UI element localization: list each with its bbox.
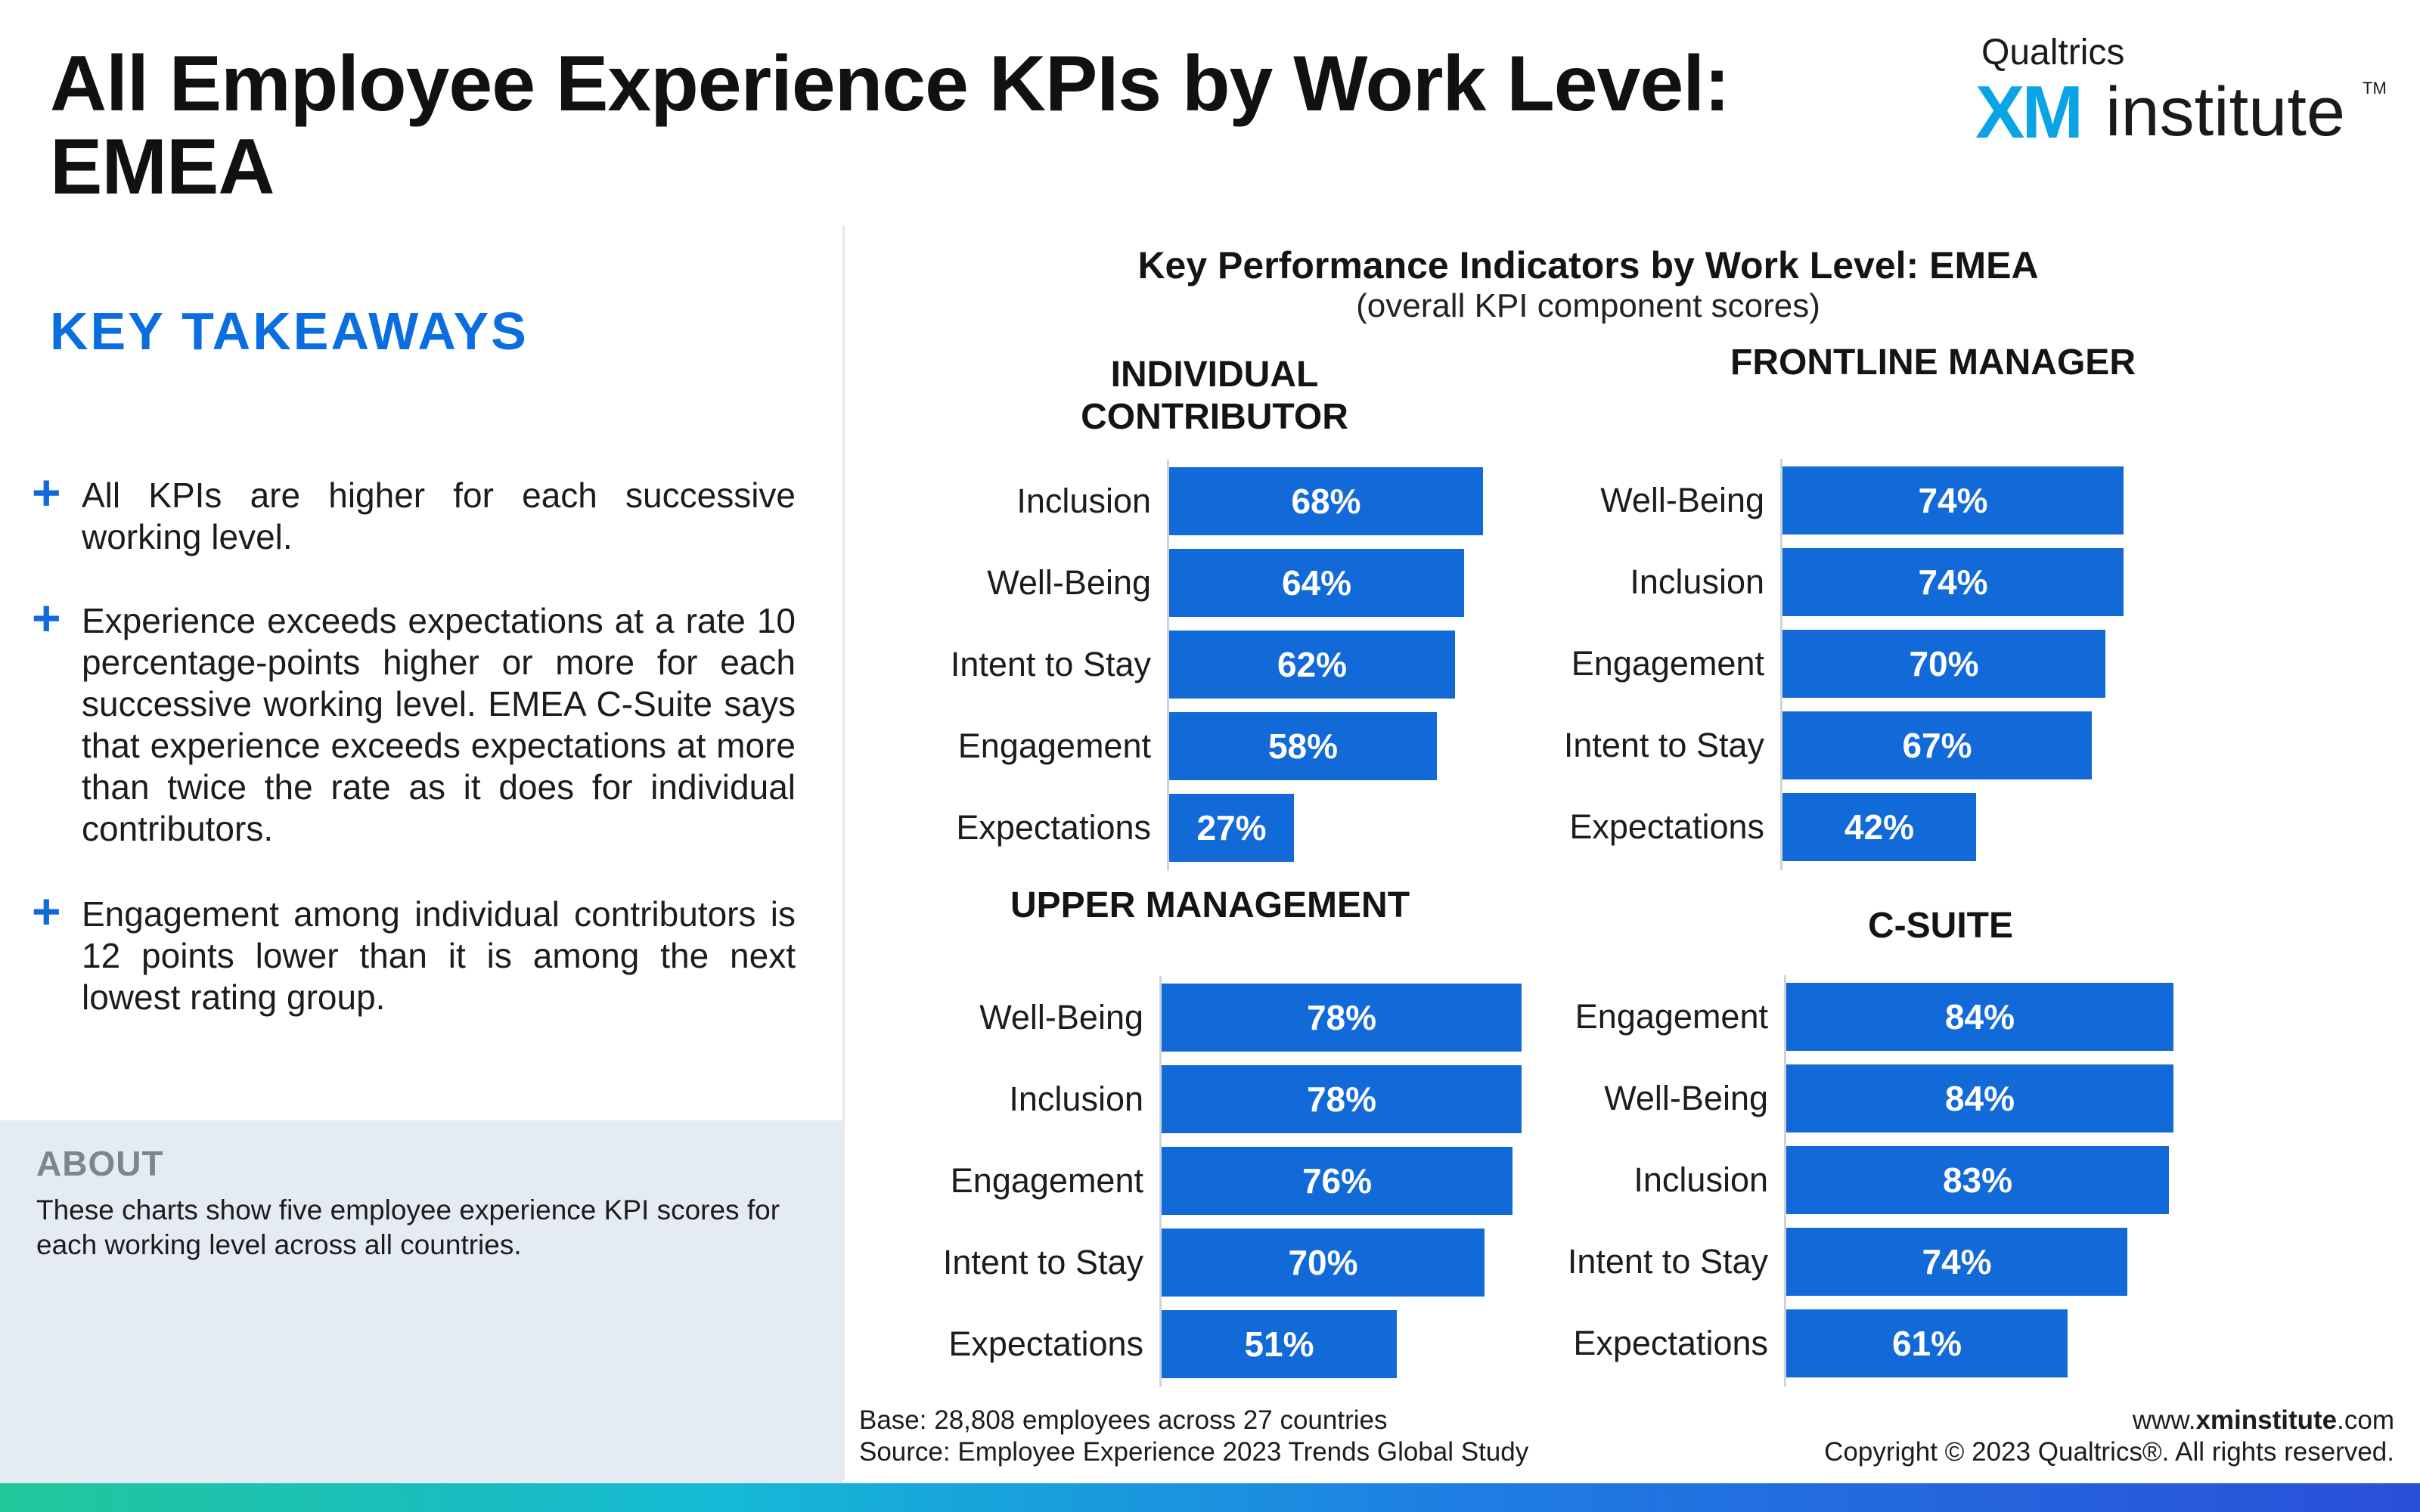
kpi-bar (1782, 466, 2124, 534)
source-note: Source: Employee Experience 2023 Trends … (859, 1437, 1529, 1467)
kpi-bar (1782, 793, 1976, 861)
footer-notes: Base: 28,808 employees across 27 countri… (859, 1405, 1528, 1468)
category-axis (1167, 460, 1169, 871)
bar-value-label: 83% (1942, 1160, 2013, 1200)
takeaway-item: + All KPIs are higher for each successiv… (32, 467, 796, 558)
category-label: Expectations (948, 1325, 1143, 1363)
kpi-bar (1786, 983, 2173, 1051)
category-label: Well-Being (979, 998, 1143, 1036)
category-label: Intent to Stay (950, 645, 1151, 683)
kpi-bar (1786, 1309, 2068, 1377)
panel-title: C-SUITE (1868, 906, 2013, 946)
xm-institute-logo: Qualtrics XM institute TM (1975, 29, 2399, 153)
kpi-bar (1162, 1228, 1485, 1297)
kpi-bar (1169, 712, 1437, 780)
category-label: Expectations (1573, 1324, 1768, 1362)
category-label: Well-Being (1604, 1079, 1768, 1117)
takeaway-text: All KPIs are higher for each successive … (82, 476, 796, 556)
kpi-bar (1162, 984, 1522, 1052)
base-note: Base: 28,808 employees across 27 countri… (859, 1405, 1388, 1435)
about-panel: ABOUT These charts show five employee ex… (0, 1120, 842, 1483)
brand-gradient-strip (0, 1483, 2420, 1512)
plus-icon: + (32, 883, 61, 939)
category-label: Engagement (1571, 644, 1764, 683)
footer-credits: www.xminstitute.com Copyright © 2023 Qua… (1824, 1405, 2394, 1468)
bar-value-label: 68% (1291, 482, 1361, 521)
panel-title: INDIVIDUAL CONTRIBUTOR (1081, 355, 1348, 437)
panel-title: FRONTLINE MANAGER (1730, 342, 2136, 383)
category-label: Inclusion (1634, 1160, 1768, 1199)
category-label: Expectations (1569, 807, 1764, 846)
bar-value-label: 67% (1902, 726, 1972, 765)
key-takeaways-heading: KEY TAKEAWAYS (50, 302, 529, 361)
bar-value-label: 84% (1944, 1079, 2015, 1118)
about-text: These charts show five employee experien… (36, 1194, 780, 1260)
bar-value-label: 62% (1277, 645, 1348, 684)
takeaway-text: Engagement among individual contributors… (82, 894, 796, 1017)
category-axis (1159, 976, 1162, 1387)
kpi-bar (1782, 548, 2124, 616)
logo-xm-mark: XM (1975, 70, 2083, 153)
logo-institute-text: institute (2105, 73, 2346, 150)
category-label: Intent to Stay (1563, 726, 1764, 764)
bar-value-label: 58% (1267, 727, 1339, 766)
about-title: ABOUT (36, 1144, 164, 1183)
kpi-bar (1786, 1146, 2169, 1214)
takeaway-item: + Experience exceeds expectations at a r… (32, 593, 796, 850)
bar-value-label: 84% (1944, 997, 2015, 1036)
bar-value-label: 70% (1288, 1243, 1358, 1282)
category-label: Expectations (956, 808, 1151, 847)
bar-value-label: 76% (1302, 1161, 1373, 1201)
category-label: Engagement (950, 1161, 1143, 1200)
kpi-bar (1169, 467, 1483, 535)
kpi-bar (1169, 631, 1455, 699)
category-label: Well-Being (987, 563, 1151, 602)
category-label: Inclusion (1009, 1080, 1143, 1118)
plus-icon: + (32, 590, 61, 646)
bar-value-label: 64% (1281, 563, 1352, 603)
category-label: Engagement (957, 727, 1151, 765)
website-link[interactable]: www.xminstitute.com (2132, 1405, 2394, 1435)
category-axis (1784, 975, 1786, 1387)
category-label: Engagement (1575, 997, 1768, 1036)
bar-value-label: 70% (1909, 644, 1979, 683)
takeaway-text: Experience exceeds expectations at a rat… (82, 601, 796, 848)
kpi-bar (1782, 711, 2092, 779)
logo-trademark: TM (2363, 79, 2387, 98)
bar-value-label: 78% (1306, 1080, 1377, 1119)
kpi-bar (1782, 630, 2105, 698)
bar-value-label: 27% (1196, 808, 1267, 847)
category-label: Intent to Stay (1567, 1242, 1768, 1281)
kpi-bar (1162, 1147, 1512, 1215)
bar-value-label: 74% (1922, 1242, 1992, 1281)
chart-title: Key Performance Indicators by Work Level… (1137, 244, 2039, 287)
logo-brand-text: Qualtrics (1981, 33, 2125, 73)
bar-value-label: 74% (1918, 481, 1988, 520)
chart-subtitle: (overall KPI component scores) (1356, 287, 1820, 324)
bar-value-label: 74% (1918, 562, 1988, 602)
bar-value-label: 61% (1891, 1324, 1962, 1363)
kpi-bar (1786, 1228, 2127, 1296)
copyright-text: Copyright © 2023 Qualtrics®. All rights … (1824, 1437, 2394, 1467)
page-title: All Employee Experience KPIs by Work Lev… (50, 40, 1730, 211)
kpi-bar (1169, 794, 1294, 862)
category-axis (1780, 459, 1782, 870)
kpi-bar (1786, 1064, 2173, 1132)
takeaway-item: + Engagement among individual contributo… (32, 886, 796, 1018)
kpi-bar (1162, 1310, 1397, 1378)
bar-value-label: 78% (1306, 998, 1377, 1037)
category-label: Inclusion (1016, 482, 1151, 520)
category-label: Intent to Stay (942, 1243, 1143, 1281)
kpi-bar (1169, 549, 1464, 617)
category-label: Well-Being (1600, 481, 1764, 519)
bar-value-label: 51% (1244, 1325, 1314, 1364)
kpi-bar (1162, 1065, 1522, 1133)
bar-value-label: 42% (1844, 807, 1915, 847)
column-divider (842, 225, 845, 1480)
plus-icon: + (32, 464, 61, 520)
category-label: Inclusion (1630, 562, 1764, 601)
panel-title: UPPER MANAGEMENT (1010, 885, 1410, 925)
